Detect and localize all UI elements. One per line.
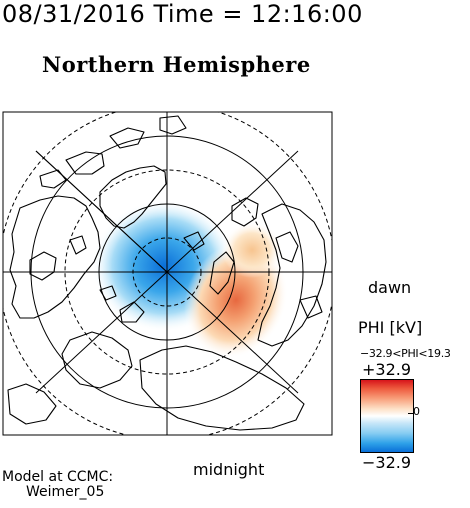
coast-outline bbox=[7, 383, 57, 425]
legend-zero-label: 0 bbox=[413, 405, 420, 418]
island-outline bbox=[69, 235, 87, 255]
hudson-bay-outline bbox=[29, 251, 57, 281]
meridian-line bbox=[166, 271, 299, 394]
meridian-line bbox=[35, 271, 168, 394]
hemisphere-title: Northern Hemisphere bbox=[42, 52, 311, 77]
legend-max-label: +32.9 bbox=[362, 360, 412, 379]
island-outline bbox=[159, 115, 187, 135]
scandinavia-outline bbox=[275, 231, 299, 263]
siberia-outline bbox=[139, 345, 305, 431]
time-header: 08/31/2016 Time = 12:16:00 bbox=[2, 0, 363, 28]
island-outline bbox=[65, 151, 105, 175]
legend-title: PHI [kV] bbox=[358, 318, 423, 337]
island-outline bbox=[39, 169, 67, 189]
meridian-line bbox=[35, 150, 168, 273]
island-outline bbox=[299, 295, 323, 319]
midnight-label: midnight bbox=[193, 460, 265, 479]
greenland-outline bbox=[99, 165, 167, 229]
model-credit-line1: Model at CCMC: bbox=[2, 469, 114, 485]
colorbar bbox=[360, 379, 414, 453]
island-outline bbox=[119, 301, 145, 323]
north-america-outline bbox=[9, 195, 101, 319]
island-outline bbox=[99, 285, 117, 301]
model-credit-line2: Weimer_05 bbox=[26, 484, 105, 500]
positive-cell-upper bbox=[222, 222, 282, 278]
map-frame bbox=[2, 111, 333, 436]
legend-min-label: −32.9 bbox=[362, 453, 412, 472]
alaska-outline bbox=[61, 331, 133, 389]
island-outline bbox=[109, 127, 145, 149]
legend-range: −32.9<PHI<19.3 bbox=[360, 347, 451, 360]
dawn-label: dawn bbox=[368, 278, 412, 297]
island-outline bbox=[183, 231, 205, 251]
svalbard-outline bbox=[231, 197, 259, 227]
eurasia-outline bbox=[257, 203, 327, 347]
novaya-zemlya-outline bbox=[209, 251, 235, 295]
colorbar-zero-tick bbox=[408, 413, 413, 414]
